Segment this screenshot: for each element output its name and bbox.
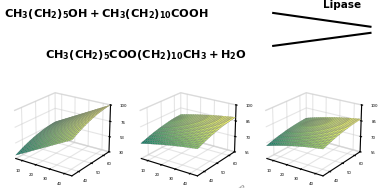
Text: $\mathbf{CH_3(CH_2)_5COO(CH_2)_{10}CH_3 + H_2O}$: $\mathbf{CH_3(CH_2)_5COO(CH_2)_{10}CH_3 … [45, 48, 246, 62]
Text: $\mathbf{CH_3(CH_2)_5OH + CH_3(CH_2)_{10}COOH}$: $\mathbf{CH_3(CH_2)_5OH + CH_3(CH_2)_{10… [4, 7, 208, 21]
Text: Lipase: Lipase [323, 0, 361, 10]
Y-axis label: T (°C): T (°C) [234, 185, 246, 188]
